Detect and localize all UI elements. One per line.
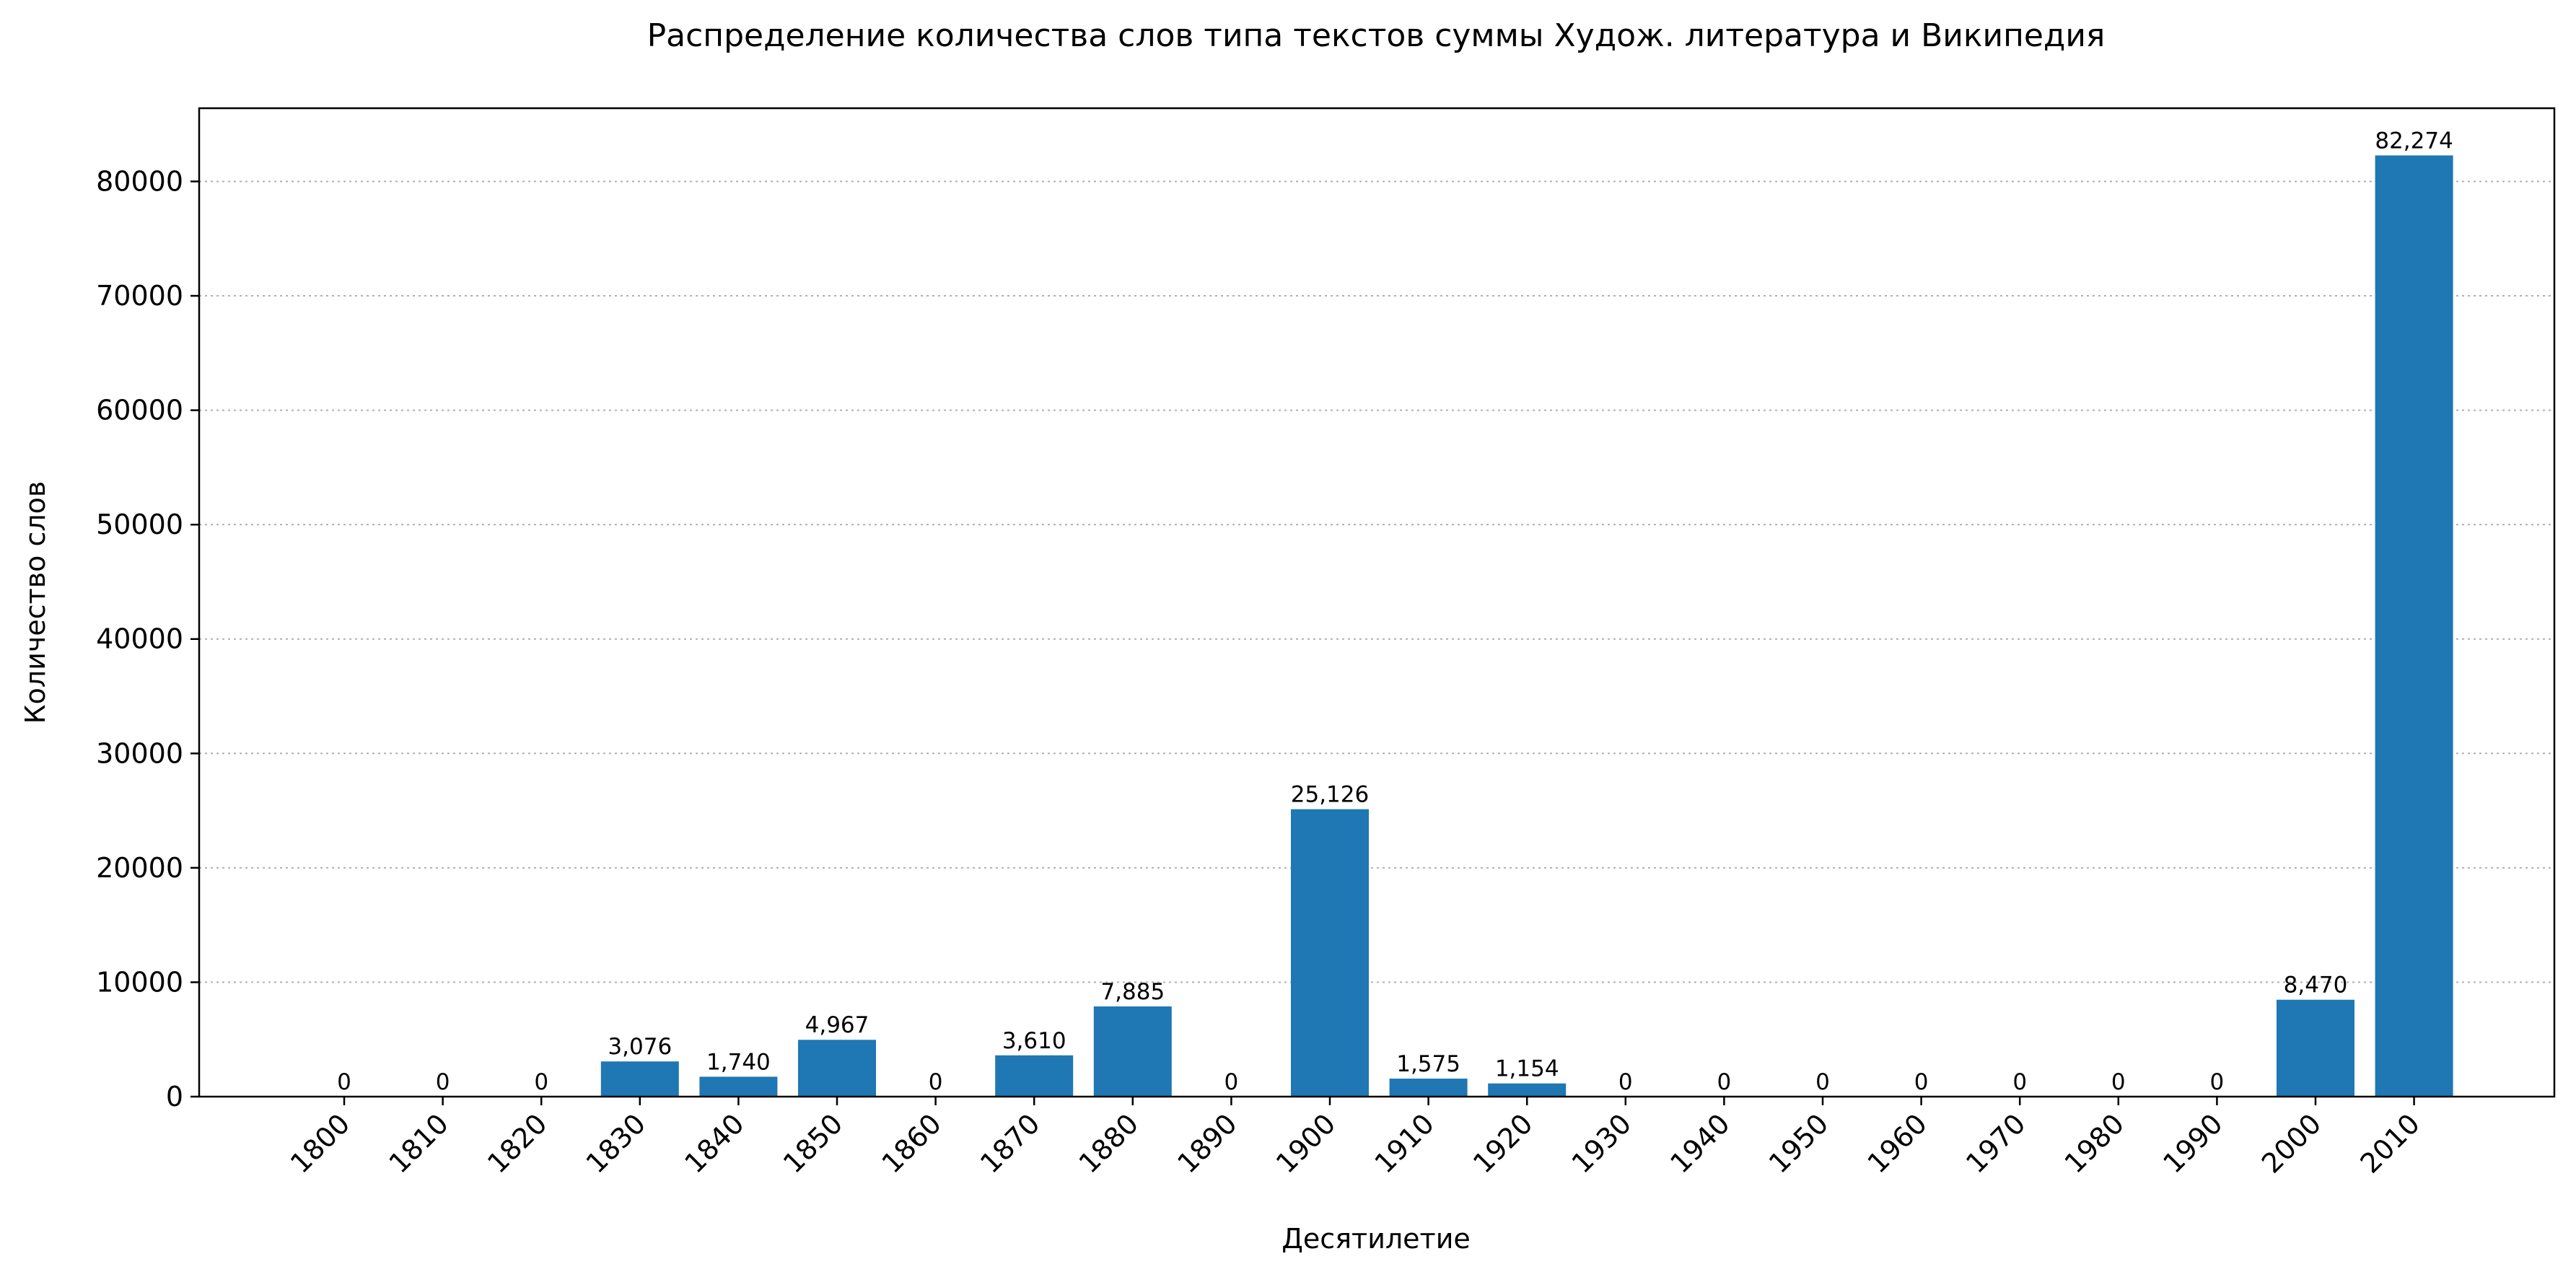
bar <box>2277 999 2354 1097</box>
x-tick-label: 1820 <box>481 1107 553 1180</box>
y-axis-label: Количество слов <box>19 481 51 724</box>
bar <box>1093 1006 1172 1097</box>
x-tick-label: 1840 <box>678 1107 750 1180</box>
x-axis: 1800 1810 1820 1830 1840 1850 1860 1870 1880 1890… <box>284 1097 2426 1180</box>
y-tick-label: 50000 <box>96 509 183 540</box>
x-tick-label: 1830 <box>580 1107 652 1180</box>
bar-value-label: 82,274 <box>2375 128 2453 154</box>
x-tick-label: 1960 <box>1861 1107 1933 1180</box>
bar-value-label: 3,076 <box>608 1034 672 1060</box>
bar <box>1488 1083 1567 1097</box>
bar-value-label: 0 <box>1225 1069 1239 1095</box>
y-tick-label: 0 <box>166 1081 183 1113</box>
plot-area <box>198 107 2556 1098</box>
bar-value-label: 0 <box>1914 1069 1929 1095</box>
bars <box>600 155 2453 1097</box>
x-tick-label: 2010 <box>2354 1107 2426 1180</box>
bar-value-label: 0 <box>2111 1069 2126 1095</box>
x-tick-label: 1870 <box>974 1107 1046 1180</box>
bar-value-label: 0 <box>436 1069 450 1095</box>
bar <box>2375 155 2453 1097</box>
x-tick-label: 1900 <box>1270 1107 1342 1180</box>
x-tick-label: 1860 <box>875 1107 947 1180</box>
bar <box>699 1076 778 1097</box>
bar <box>600 1061 679 1097</box>
chart-title: Распределение количества слов типа текст… <box>647 17 2106 54</box>
bar-value-label: 0 <box>1618 1069 1633 1095</box>
x-tick-label: 1990 <box>2157 1107 2229 1180</box>
x-tick-label: 1910 <box>1368 1107 1440 1180</box>
x-tick-label: 2000 <box>2256 1107 2328 1180</box>
bar-value-label: 25,126 <box>1291 782 1369 808</box>
x-axis-label: Десятилетие <box>1282 1223 1471 1255</box>
x-tick-label: 1800 <box>284 1107 356 1180</box>
bar-value-label: 1,740 <box>706 1049 771 1075</box>
x-tick-label: 1880 <box>1073 1107 1145 1180</box>
bar-value-label: 0 <box>1815 1069 1830 1095</box>
bar-value-label: 0 <box>534 1069 548 1095</box>
y-tick-label: 80000 <box>96 165 183 197</box>
y-tick-label: 40000 <box>96 623 183 655</box>
x-tick-label: 1980 <box>2059 1107 2131 1180</box>
y-tick-label: 60000 <box>96 395 183 426</box>
x-tick-label: 1970 <box>1960 1107 2032 1180</box>
bar <box>1291 809 1369 1097</box>
bar-value-label: 1,154 <box>1495 1056 1559 1082</box>
x-tick-label: 1930 <box>1566 1107 1638 1180</box>
y-tick-label: 10000 <box>96 966 183 998</box>
y-tick-label: 20000 <box>96 852 183 884</box>
bar-value-label: 0 <box>1717 1069 1732 1095</box>
x-tick-label: 1950 <box>1763 1107 1835 1180</box>
bar-value-label: 3,610 <box>1002 1028 1066 1054</box>
x-tick-label: 1810 <box>382 1107 455 1180</box>
y-axis: 0 10000 20000 30000 40000 50000 60000 70000 8000… <box>96 165 199 1113</box>
bar-value-label: 0 <box>929 1069 943 1095</box>
bar-value-label: 4,967 <box>805 1012 869 1038</box>
x-tick-label: 1940 <box>1664 1107 1736 1180</box>
data-labels: 0 0 0 3,076 1,740 4,967 0 3,610 7,885 0 25,126 1,57… <box>337 128 2453 1095</box>
bar-value-label: 0 <box>337 1069 351 1095</box>
x-tick-label: 1850 <box>777 1107 849 1180</box>
grid <box>199 180 2554 983</box>
y-tick-label: 70000 <box>96 280 183 312</box>
x-tick-label: 1890 <box>1171 1107 1243 1180</box>
bar <box>798 1040 876 1097</box>
x-tick-label: 1920 <box>1467 1107 1539 1180</box>
bar-value-label: 8,470 <box>2284 973 2348 999</box>
y-tick-label: 30000 <box>96 737 183 769</box>
bar-value-label: 0 <box>2012 1069 2027 1095</box>
bar <box>1389 1079 1468 1097</box>
bar <box>995 1055 1074 1097</box>
bar-value-label: 1,575 <box>1396 1051 1460 1077</box>
bar-value-label: 0 <box>2210 1069 2225 1095</box>
bar-value-label: 7,885 <box>1100 979 1165 1005</box>
